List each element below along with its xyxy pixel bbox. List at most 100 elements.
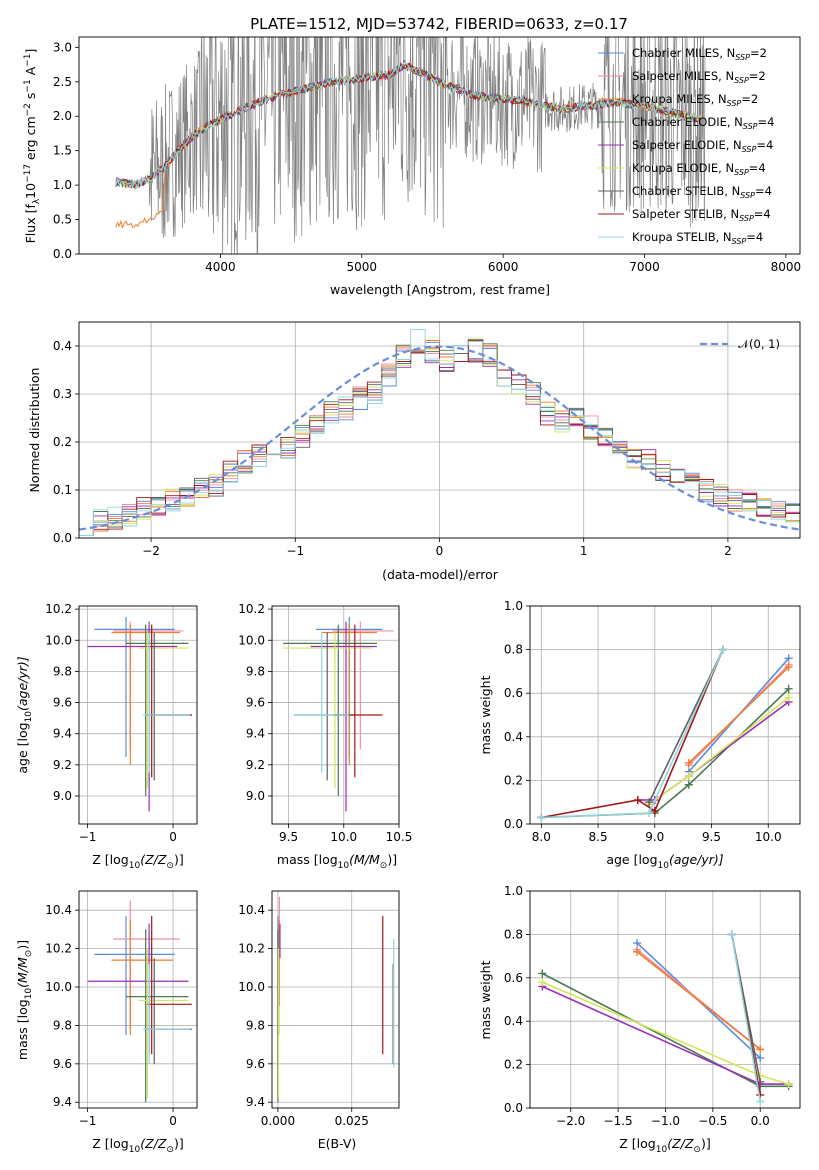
axes-frame bbox=[529, 890, 801, 1109]
y-tick-label: 0.1 bbox=[53, 483, 72, 497]
y-tick-label: 10.2 bbox=[45, 942, 72, 956]
y-tick-label: 9.6 bbox=[53, 696, 72, 710]
plus-marker bbox=[684, 758, 693, 767]
x-tick-label: −2.0 bbox=[556, 1114, 585, 1128]
x-tick-label: 10.5 bbox=[386, 830, 413, 844]
y-tick-label: 0.0 bbox=[53, 247, 72, 261]
plus-marker bbox=[756, 1054, 765, 1063]
x-tick-label: 1 bbox=[580, 544, 588, 558]
legend-label: Kroupa MILES, NSSP=2 bbox=[632, 92, 758, 108]
legend-label: Salpeter MILES, NSSP=2 bbox=[632, 69, 766, 85]
x-tick-label: 0.025 bbox=[335, 1114, 369, 1128]
y-tick-label: 0.4 bbox=[504, 730, 523, 744]
plus-marker bbox=[756, 1045, 765, 1054]
legend-label: Kroupa STELIB, NSSP=4 bbox=[632, 230, 763, 246]
y-tick-label: 9.8 bbox=[53, 1018, 72, 1032]
y-tick-label: 9.6 bbox=[246, 1057, 265, 1071]
y-tick-label: 10.2 bbox=[238, 602, 265, 616]
plot-area bbox=[283, 616, 394, 812]
axes-frame bbox=[78, 36, 801, 255]
x-tick-label: −2 bbox=[142, 544, 160, 558]
y-tick-label: 0.0 bbox=[504, 817, 523, 831]
y-tick-label: 9.2 bbox=[53, 758, 72, 772]
x-axis-label: (data-model)/error bbox=[382, 567, 499, 582]
y-axis-label: mass [log10(M/M⊙)] bbox=[15, 940, 34, 1060]
y-tick-label: 1.0 bbox=[504, 599, 523, 613]
weight-line bbox=[541, 649, 724, 819]
y-tick-label: 10.2 bbox=[45, 602, 72, 616]
x-tick-label: −1.0 bbox=[651, 1114, 680, 1128]
y-tick-label: 0.2 bbox=[53, 435, 72, 449]
spectrum-legend: Chabrier MILES, NSSP=2 Salpeter MILES, NS… bbox=[598, 46, 774, 246]
x-tick-label: 9.0 bbox=[645, 830, 664, 844]
x-tick-label: −1 bbox=[79, 830, 97, 844]
plus-marker bbox=[633, 947, 642, 956]
plot-area bbox=[115, 37, 706, 254]
x-tick-label: −1 bbox=[79, 1114, 97, 1128]
y-tick-label: 9.4 bbox=[53, 727, 72, 741]
y-tick-label: 2.5 bbox=[53, 75, 72, 89]
y-tick-label: 0.2 bbox=[504, 773, 523, 787]
x-tick-label: 5000 bbox=[346, 260, 377, 274]
x-tick-label: 4000 bbox=[205, 260, 236, 274]
data-spectrum bbox=[115, 37, 706, 254]
plot-area bbox=[277, 896, 395, 1103]
y-axis-label: Normed distribution bbox=[27, 368, 42, 493]
y-tick-label: 0.4 bbox=[53, 339, 72, 353]
weight-line bbox=[541, 688, 790, 819]
x-axis-label: Z [log10(Z/Z⊙)] bbox=[92, 852, 183, 871]
x-tick-label: 10.0 bbox=[330, 830, 357, 844]
x-tick-label: −0.5 bbox=[698, 1114, 727, 1128]
axes-frame bbox=[529, 605, 801, 825]
model-spectrum-line bbox=[115, 61, 702, 190]
y-tick-label: 0.5 bbox=[53, 213, 72, 227]
y-tick-label: 10.0 bbox=[45, 980, 72, 994]
plot-area bbox=[538, 930, 793, 1106]
residual-panel: −2 −1 0 1 2 0.0 0.1 0.2 0.3 0.4 𝒩(0, 1) bbox=[53, 321, 801, 558]
x-tick-label: −1 bbox=[286, 544, 304, 558]
plus-marker bbox=[538, 969, 547, 978]
y-tick-label: 9.4 bbox=[246, 727, 265, 741]
x-tick-label: 7000 bbox=[629, 260, 660, 274]
plus-marker bbox=[633, 796, 642, 805]
x-axis-label: Z [log10(Z/Z⊙)] bbox=[92, 1136, 183, 1155]
x-tick-label: 0.000 bbox=[261, 1114, 295, 1128]
plot-area bbox=[87, 900, 192, 1103]
x-tick-label: 0 bbox=[169, 830, 177, 844]
y-axis-label: age [log10(age/yr)] bbox=[15, 656, 34, 773]
weight-line bbox=[731, 934, 761, 1102]
y-tick-label: 0.3 bbox=[53, 387, 72, 401]
mass-ebv-panel: 0.000 0.025 9.4 9.6 9.8 10.0 10.2 10.4 bbox=[238, 890, 400, 1128]
x-tick-label: 6000 bbox=[488, 260, 519, 274]
y-tick-label: 9.0 bbox=[246, 789, 265, 803]
weight-age-panel: 8.0 8.5 9.0 9.5 10.0 0.0 0.2 0.4 0.6 0.8 1.0 bbox=[504, 599, 801, 844]
x-tick-label: 9.5 bbox=[702, 830, 721, 844]
plus-marker bbox=[756, 1097, 765, 1106]
plus-marker bbox=[784, 663, 793, 672]
y-tick-label: 10.0 bbox=[45, 633, 72, 647]
weight-line bbox=[637, 701, 790, 801]
y-tick-label: 0.8 bbox=[504, 643, 523, 657]
weight-line bbox=[541, 649, 724, 819]
x-tick-label: 8000 bbox=[771, 260, 802, 274]
residual-histogram bbox=[79, 328, 800, 536]
y-tick-label: 9.6 bbox=[246, 696, 265, 710]
x-tick-label: 0 bbox=[436, 544, 444, 558]
plus-marker bbox=[727, 930, 736, 939]
figure-title: PLATE=1512, MJD=53742, FIBERID=0633, z=0… bbox=[250, 15, 628, 33]
x-tick-label: −1.5 bbox=[604, 1114, 633, 1128]
legend-label: 𝒩(0, 1) bbox=[738, 337, 780, 351]
y-tick-label: 3.0 bbox=[53, 40, 72, 54]
x-axis-label: age [log10(age/yr)] bbox=[606, 852, 723, 871]
plus-marker bbox=[538, 978, 547, 987]
plus-marker bbox=[645, 798, 654, 807]
axes-frame bbox=[271, 605, 400, 825]
y-tick-label: 10.0 bbox=[238, 633, 265, 647]
legend-label: Salpeter STELIB, NSSP=4 bbox=[632, 207, 771, 223]
weight-line bbox=[636, 951, 761, 1051]
legend-label: Salpeter ELODIE, NSSP=4 bbox=[632, 138, 773, 154]
weight-line bbox=[688, 666, 790, 764]
spectrum-panel: 4000 5000 6000 7000 8000 0.0 0.5 1.0 1.5 2.0 2.5 3.… bbox=[53, 36, 802, 274]
axes-frame bbox=[78, 605, 198, 825]
